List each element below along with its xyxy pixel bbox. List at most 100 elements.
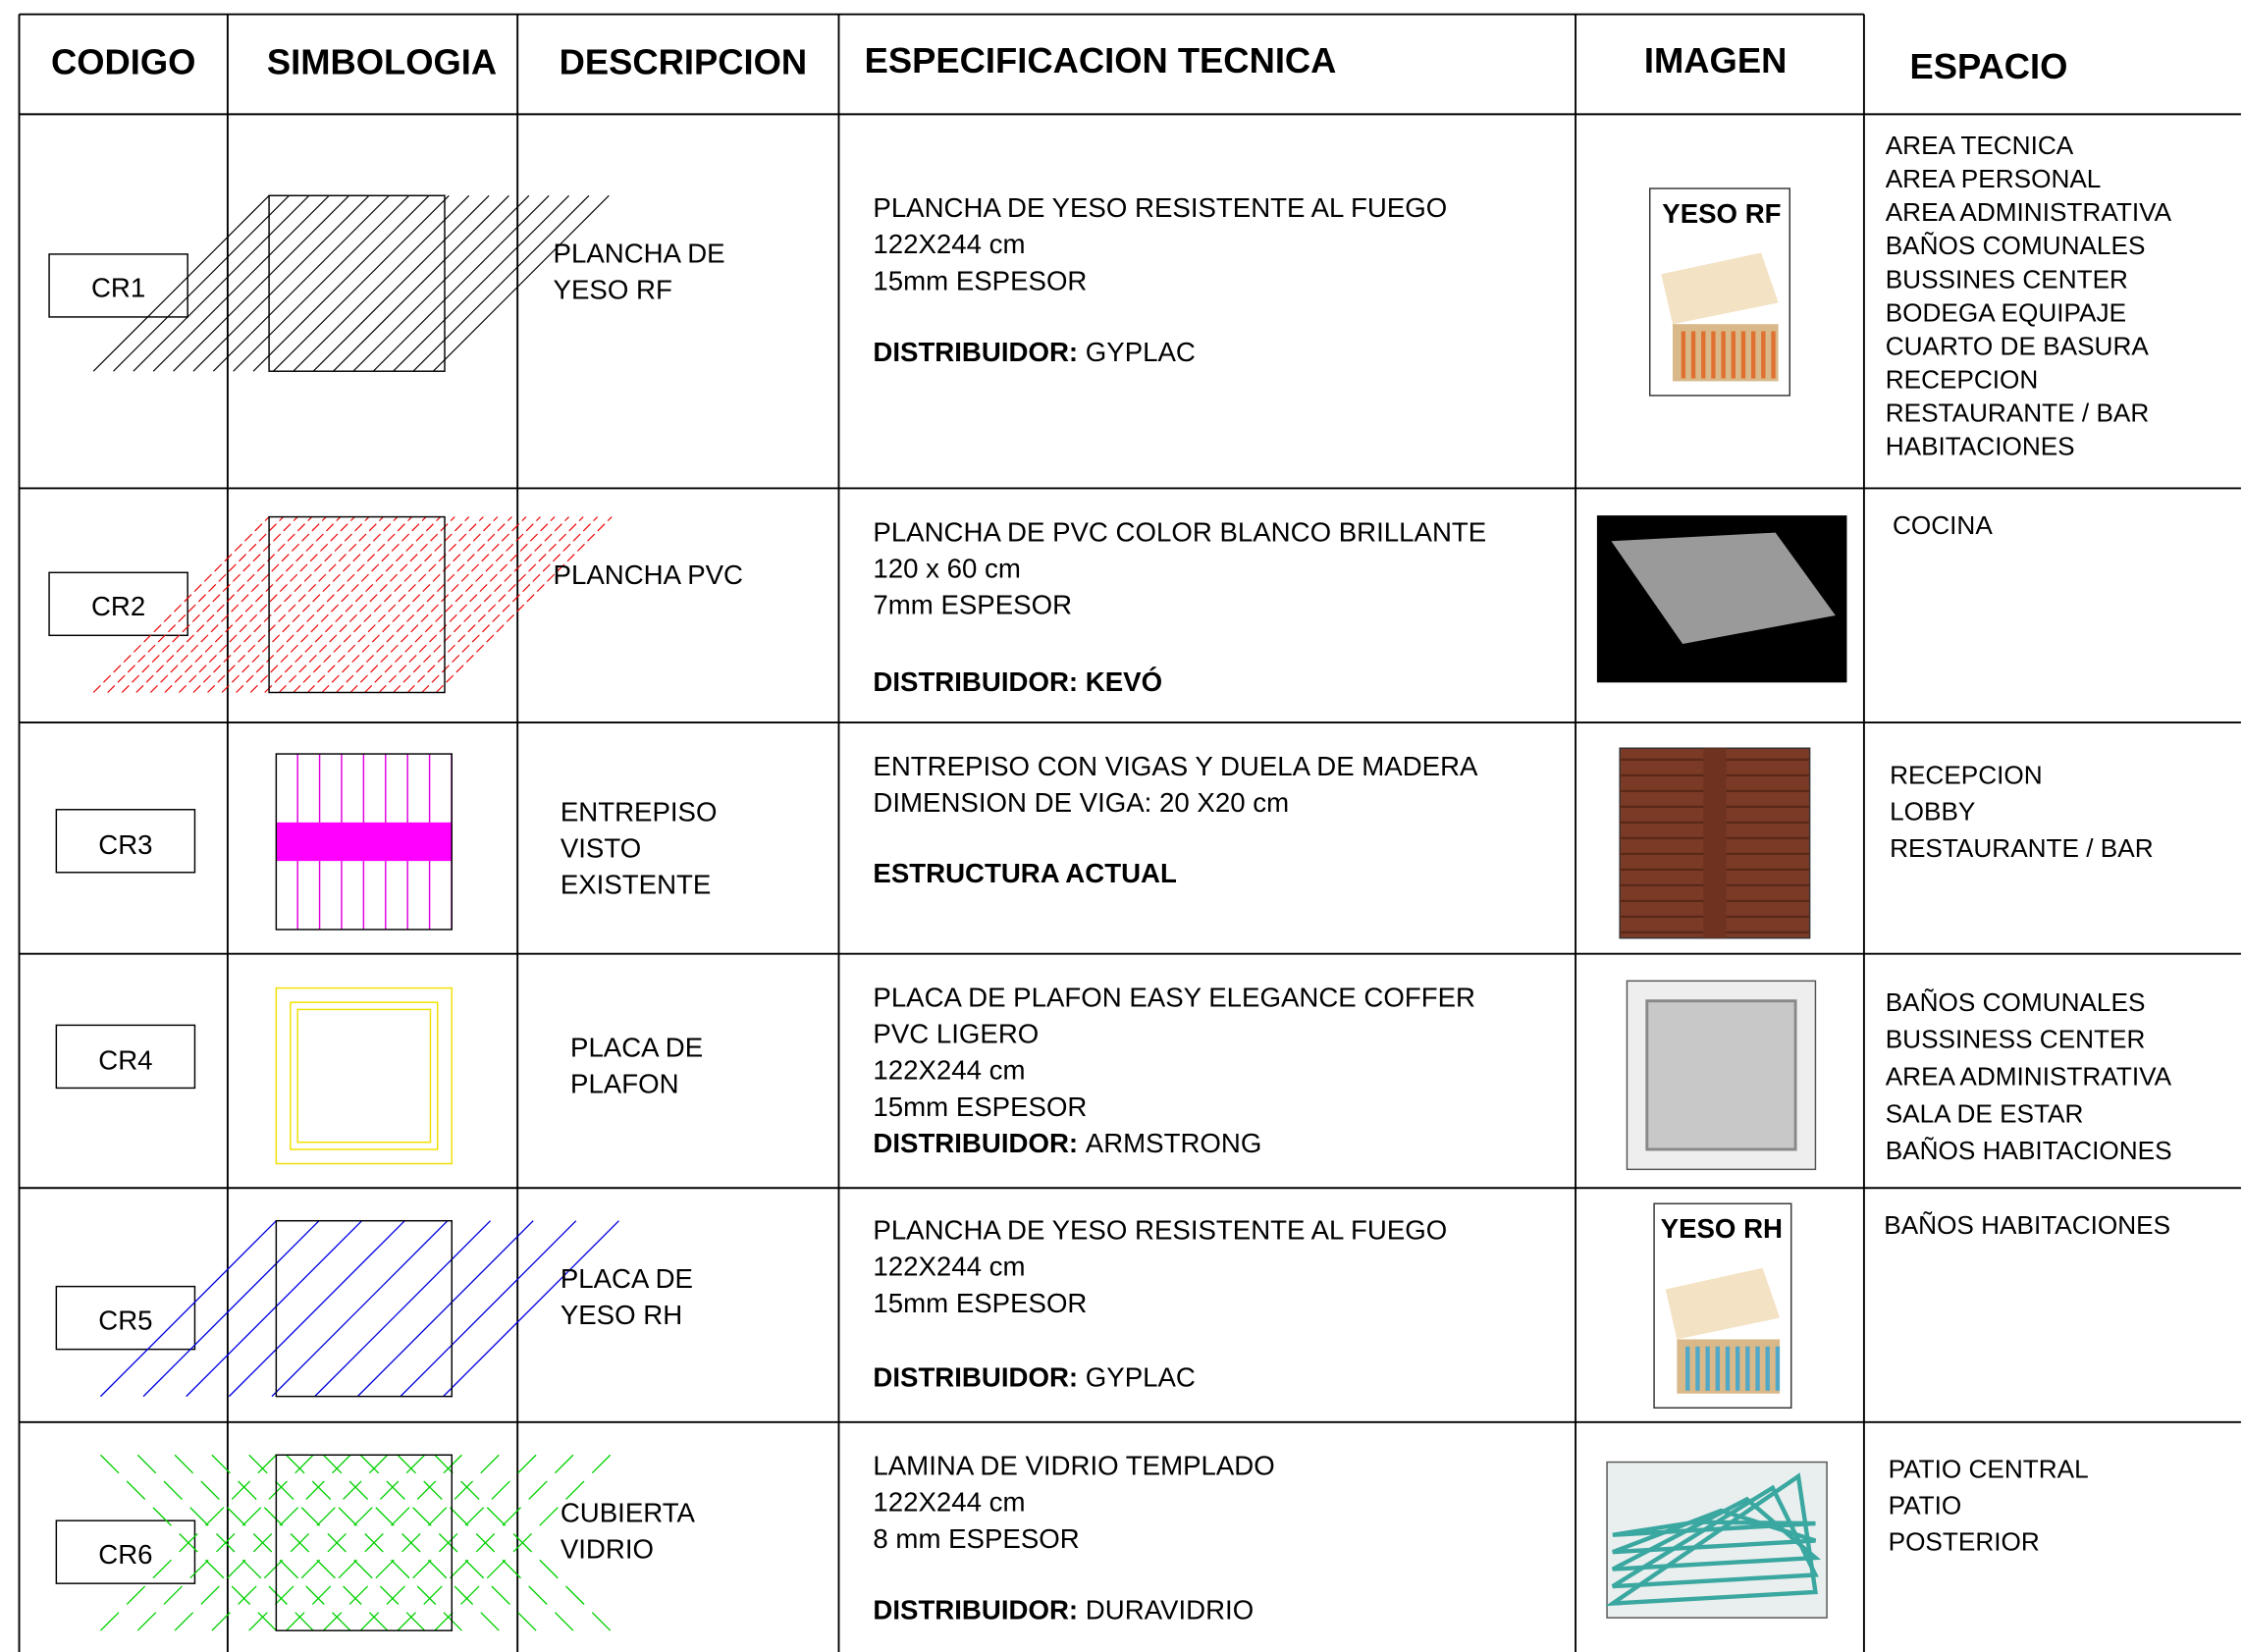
hatch-line [372,194,550,372]
specification: 122X244 cm [873,1252,1025,1282]
hatch-line [349,516,527,693]
hatch-line [236,516,412,693]
description: EXISTENTE [561,870,712,900]
board [1661,252,1779,325]
space: BODEGA EQUIPAJE [1886,297,2126,327]
hatch-line [179,516,355,693]
stripe [1725,1346,1731,1391]
distributor-label: DISTRIBUIDOR: [873,1361,1078,1392]
distributor-label: DISTRIBUIDOR: [873,1595,1078,1625]
description: YESO RF [554,275,672,305]
hatch-line [221,516,399,693]
column-header: IMAGEN [1644,40,1787,80]
table-row: CR6 CUBIERTA VIDRIO LAMINA DE VIDRIO TEMPLA… [55,1451,2089,1631]
column-header: SIMBOLOGIA [267,42,497,82]
beam [1703,748,1727,938]
hatch-line [186,1220,363,1398]
specification: PLACA DE PLAFON EASY ELEGANCE COFFER [873,983,1475,1013]
specification: 15mm ESPESOR [873,1288,1087,1318]
code: CR1 [91,273,145,303]
code-box [48,253,188,318]
specification: 122X244 cm [873,1487,1025,1518]
code: CR2 [91,591,145,621]
column-header: DESCRIPCION [560,42,808,82]
stripe [1681,331,1686,379]
hatch-line [412,194,590,372]
product-image: YESO RF [1648,187,1790,397]
column-header: ESPECIFICACION TECNICA [865,40,1337,80]
hatch-line [435,516,613,693]
space: RESTAURANTE / BAR [1890,833,2154,863]
symbol-frame [275,753,454,931]
space: BUSSINESS CENTER [1886,1025,2146,1054]
hatch-line [333,194,509,372]
glass [1612,1519,1816,1537]
code-box [55,1285,196,1351]
hatch-line [133,194,310,372]
symbol-frame [275,1219,454,1398]
board [1665,1267,1781,1340]
stripe [1695,1346,1700,1391]
image-text: YESO RF [1662,198,1781,229]
stripe [1735,1346,1740,1391]
product-image [1619,747,1811,939]
hatch-line [400,1220,577,1398]
hatch-line [192,516,370,693]
table-row: CR4 PLACA DE PLAFON PLACA DE PLAFON EASY EL… [55,980,2172,1171]
coffer [1645,999,1797,1151]
coffer-line [275,986,454,1165]
hatch-line [212,194,390,372]
space: LOBBY [1890,797,1975,826]
glass [1611,1484,1819,1589]
specification: PLANCHA DE PVC COLOR BLANCO BRILLANTE [873,516,1486,547]
distributor-value: DURAVIDRIO [1086,1595,1254,1625]
distributor-label: DISTRIBUIDOR: [873,1128,1078,1158]
note: ESTRUCTURA ACTUAL [873,858,1177,888]
stripe [1690,331,1696,379]
description: VIDRIO [561,1534,654,1565]
hatch-line [378,516,556,693]
specification: DIMENSION DE VIGA: 20 X20 cm [873,787,1289,818]
hatch-line [364,516,541,693]
space: RESTAURANTE / BAR [1886,398,2150,427]
stripe [1740,331,1746,379]
distributor-label: DISTRIBUIDOR: [873,337,1078,367]
space: AREA ADMINISTRATIVA [1886,1062,2172,1092]
hatch-line [99,1220,277,1398]
distributor: DISTRIBUIDOR: GYPLAC [873,1361,1196,1392]
hatch-line [432,194,610,372]
product-image: YESO RH [1653,1202,1792,1409]
description: VISTO [561,833,641,864]
symbol-frame [268,515,446,694]
hatch-line [406,516,584,693]
stripe [1755,1346,1760,1391]
coffer-line [290,1001,439,1150]
glass [1605,1472,1818,1607]
hatch-line [356,1220,534,1398]
space: POSTERIOR [1889,1527,2040,1557]
stripe [1701,331,1706,379]
code-box [55,1024,196,1090]
hatch-line [207,516,384,693]
stripe [1715,1346,1720,1391]
code: CR6 [98,1539,152,1570]
specification: PLANCHA DE YESO RESISTENTE AL FUEGO [873,192,1447,223]
hatch-line [393,516,569,693]
stripe [1775,1346,1781,1391]
hatch-line [211,1454,389,1631]
hatch-line [164,516,342,693]
specification: 122X244 cm [873,229,1025,259]
hatch-line [252,194,430,372]
hatch-line [264,516,442,693]
description: ENTREPISO [561,796,718,826]
hatch-line [434,1454,612,1631]
product-image [1626,980,1817,1171]
distributor: DISTRIBUIDOR: KEVÓ [873,666,1162,697]
space: AREA PERSONAL [1886,164,2102,193]
table-row: CR3 ENTREPISO VISTO EXISTENTE ENTREPISO CON … [55,747,2154,939]
symbol [99,1454,612,1631]
distributor: DISTRIBUIDOR: ARMSTRONG [873,1128,1261,1158]
hatch-line [136,1454,314,1631]
